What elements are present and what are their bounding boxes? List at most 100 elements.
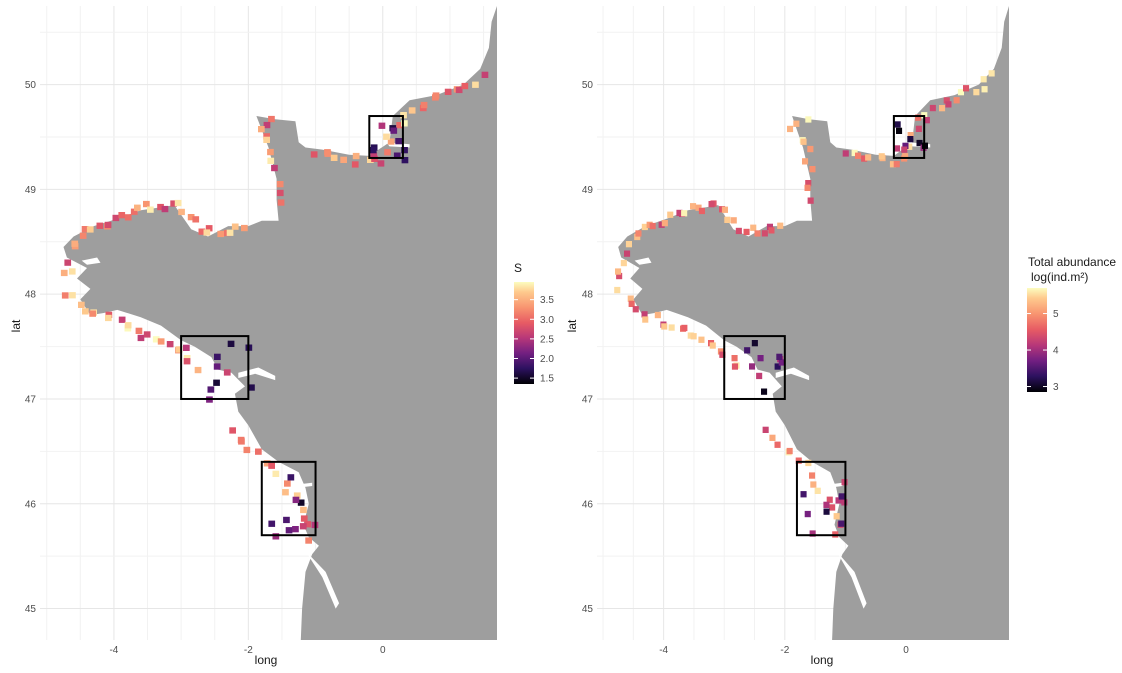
data-cell bbox=[78, 301, 85, 308]
y-tick-label: 47 bbox=[582, 394, 594, 405]
data-cell bbox=[231, 223, 239, 230]
data-cell bbox=[152, 336, 160, 343]
data-cell bbox=[243, 446, 251, 454]
data-cell bbox=[263, 121, 271, 129]
data-cell bbox=[104, 221, 112, 229]
data-cell bbox=[282, 489, 289, 496]
data-cell bbox=[757, 355, 764, 362]
data-cell bbox=[649, 222, 656, 230]
data-cell bbox=[658, 221, 665, 228]
colorbar bbox=[514, 282, 534, 384]
data-cell bbox=[292, 526, 299, 533]
data-cell bbox=[61, 292, 69, 299]
data-cell bbox=[838, 493, 845, 500]
data-cell bbox=[842, 150, 849, 157]
data-cell bbox=[300, 515, 308, 522]
x-tick-labels: -4 -2 0 bbox=[109, 645, 385, 656]
y-tick-label: 45 bbox=[25, 604, 37, 615]
data-cell bbox=[383, 133, 390, 140]
data-cell bbox=[267, 157, 275, 164]
data-cell bbox=[634, 233, 641, 241]
data-cell bbox=[635, 230, 642, 237]
data-cell bbox=[118, 316, 126, 323]
data-cell bbox=[263, 136, 270, 143]
data-cell bbox=[805, 180, 812, 187]
data-cell bbox=[194, 366, 202, 374]
data-cell bbox=[384, 149, 391, 156]
data-cell bbox=[401, 120, 408, 127]
data-cell bbox=[370, 152, 378, 159]
data-cell bbox=[809, 472, 816, 479]
data-cell bbox=[89, 310, 96, 317]
data-cell bbox=[137, 334, 145, 342]
data-cell bbox=[616, 272, 623, 280]
y-tick-label: 47 bbox=[25, 394, 37, 405]
y-tick-label: 46 bbox=[582, 499, 594, 510]
data-cell bbox=[695, 204, 702, 211]
data-cell bbox=[352, 152, 360, 160]
data-cell bbox=[79, 232, 87, 239]
data-cell bbox=[800, 138, 807, 145]
data-cell bbox=[135, 327, 143, 334]
data-cell bbox=[776, 353, 783, 360]
data-cell bbox=[293, 492, 301, 499]
x-tick-label: -2 bbox=[780, 645, 789, 656]
data-cell bbox=[267, 148, 274, 156]
data-cell bbox=[901, 146, 908, 153]
data-cell bbox=[835, 497, 842, 504]
data-cell bbox=[855, 152, 862, 159]
data-cell bbox=[878, 153, 885, 160]
data-cell bbox=[183, 358, 191, 365]
x-tick-labels: -4 -2 0 bbox=[659, 645, 909, 656]
estuary bbox=[826, 482, 843, 488]
data-cell bbox=[272, 533, 280, 540]
data-cell bbox=[754, 230, 761, 237]
data-cell bbox=[268, 520, 276, 527]
data-cell bbox=[147, 206, 154, 213]
data-cell bbox=[690, 333, 697, 340]
data-cell bbox=[192, 216, 200, 223]
data-cell bbox=[124, 214, 132, 221]
data-cell bbox=[923, 117, 930, 124]
data-cell bbox=[300, 506, 307, 514]
data-cell bbox=[272, 470, 280, 477]
data-cell bbox=[472, 81, 479, 88]
x-tick-label: 0 bbox=[903, 645, 909, 656]
data-cell bbox=[620, 259, 627, 267]
colorbar-tick-label: 5 bbox=[1053, 309, 1059, 320]
y-tick-labels: 45 46 47 48 49 50 bbox=[582, 80, 594, 615]
data-cell bbox=[178, 208, 185, 216]
data-cell bbox=[174, 199, 182, 207]
x-tick-label: -2 bbox=[244, 645, 253, 656]
data-cell bbox=[761, 388, 768, 395]
data-cell bbox=[681, 210, 688, 217]
data-cell bbox=[614, 286, 621, 294]
data-cell bbox=[838, 520, 845, 527]
data-cell bbox=[809, 166, 816, 173]
data-cell bbox=[377, 160, 385, 167]
y-tick-label: 49 bbox=[25, 185, 37, 196]
data-cell bbox=[907, 136, 914, 143]
data-cell bbox=[134, 204, 141, 211]
data-cell bbox=[980, 76, 987, 83]
data-cell bbox=[907, 132, 914, 139]
y-tick-label: 50 bbox=[582, 80, 594, 91]
highlight-boxes bbox=[180, 115, 404, 537]
land-polygon bbox=[618, 6, 1009, 640]
data-cell bbox=[304, 521, 312, 528]
data-cell bbox=[112, 214, 120, 222]
data-cell bbox=[807, 197, 814, 204]
data-cell bbox=[229, 427, 236, 434]
data-cell bbox=[698, 336, 705, 343]
data-cell bbox=[367, 156, 374, 163]
data-cell bbox=[205, 225, 213, 232]
data-cell bbox=[340, 156, 347, 163]
data-cell bbox=[263, 460, 271, 467]
data-cell bbox=[777, 222, 784, 229]
data-cell bbox=[724, 216, 731, 223]
highlight-box bbox=[368, 115, 404, 159]
colorbar-ticks: 1.5 2.0 2.5 3.0 3.5 bbox=[514, 295, 554, 385]
data-cell bbox=[893, 161, 900, 168]
data-cell bbox=[750, 224, 757, 231]
data-cell bbox=[804, 184, 811, 191]
